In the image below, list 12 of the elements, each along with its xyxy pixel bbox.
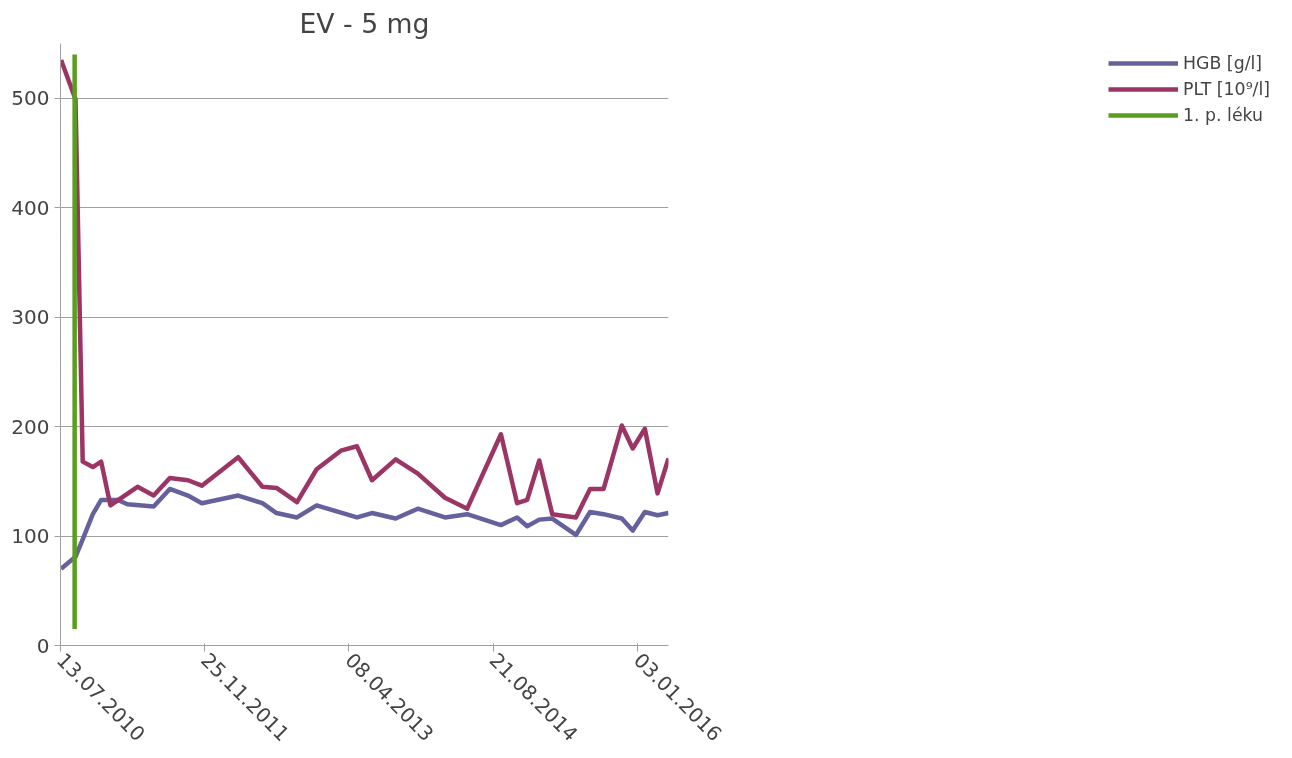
y-tick-label: 100 [11,524,50,549]
y-tick-label: 200 [11,414,50,439]
y-tick-label: 400 [11,195,50,220]
legend-label: 1. p. léku [1183,105,1264,125]
y-tick-label: 300 [11,305,50,330]
y-tick-label: 0 [36,633,50,658]
legend-label: PLT [10⁹/l] [1183,79,1270,99]
y-tick-label: 500 [11,86,50,111]
chart-title: EV - 5 mg [299,7,430,39]
legend-label: HGB [g/l] [1183,53,1263,73]
line-series [60,57,669,520]
line-series [60,486,669,572]
